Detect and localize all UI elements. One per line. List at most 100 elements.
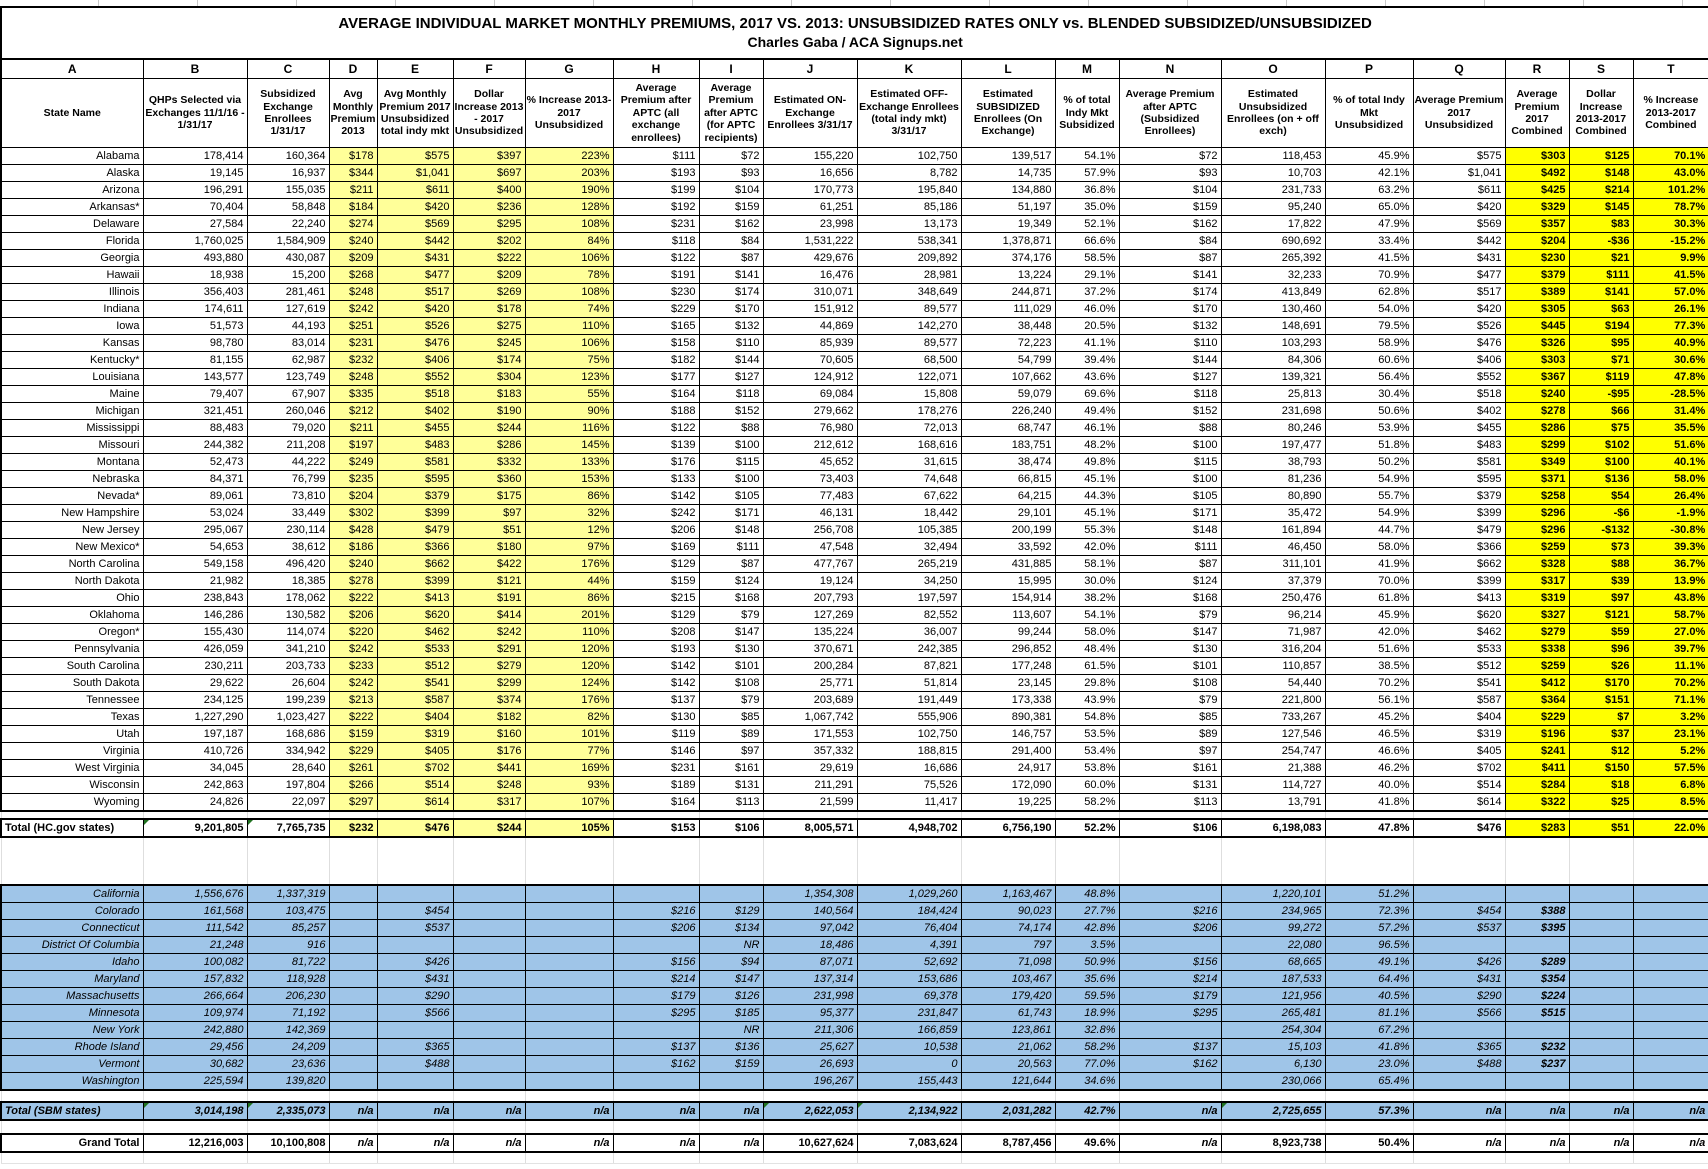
- state-name-cell[interactable]: Kentucky*: [0, 351, 144, 369]
- data-cell-C[interactable]: 123,749: [246, 368, 330, 386]
- data-cell-H[interactable]: $158: [612, 334, 700, 352]
- data-cell-T[interactable]: 58.0%: [1632, 470, 1708, 488]
- data-cell-M[interactable]: 42.0%: [1054, 538, 1120, 556]
- column-letter-F[interactable]: F: [452, 58, 526, 79]
- data-cell-L[interactable]: 14,735: [960, 164, 1056, 182]
- data-cell-O[interactable]: 110,857: [1220, 657, 1326, 675]
- state-name-cell[interactable]: Minnesota: [0, 1004, 144, 1022]
- data-cell-K[interactable]: 18,442: [856, 504, 962, 522]
- data-cell-K[interactable]: 153,686: [856, 970, 962, 988]
- data-cell-O[interactable]: 10,703: [1220, 164, 1326, 182]
- data-cell-E[interactable]: $399: [376, 572, 454, 590]
- data-cell-L[interactable]: 103,467: [960, 970, 1056, 988]
- data-cell-M[interactable]: 61.5%: [1054, 657, 1120, 675]
- data-cell-B[interactable]: 242,863: [142, 776, 248, 794]
- data-cell-P[interactable]: 42.1%: [1324, 164, 1414, 182]
- data-cell-J[interactable]: 95,377: [762, 1004, 858, 1022]
- data-cell-F[interactable]: [452, 987, 526, 1005]
- data-cell-K[interactable]: 28,981: [856, 266, 962, 284]
- data-cell-F[interactable]: [452, 936, 526, 954]
- data-cell-M[interactable]: 20.5%: [1054, 317, 1120, 335]
- state-name-cell[interactable]: Arizona: [0, 181, 144, 199]
- data-cell-S[interactable]: $170: [1568, 674, 1634, 692]
- data-cell-B[interactable]: 79,407: [142, 385, 248, 403]
- data-cell-O[interactable]: 95,240: [1220, 198, 1326, 216]
- data-cell-N[interactable]: $115: [1118, 453, 1222, 471]
- state-name-cell[interactable]: Tennessee: [0, 691, 144, 709]
- data-cell-I[interactable]: n/a: [698, 1133, 764, 1153]
- data-cell-P[interactable]: 70.0%: [1324, 572, 1414, 590]
- state-name-cell[interactable]: Ohio: [0, 589, 144, 607]
- data-cell-B[interactable]: 143,577: [142, 368, 248, 386]
- data-cell-D[interactable]: $204: [328, 487, 378, 505]
- data-cell-E[interactable]: $552: [376, 368, 454, 386]
- data-cell-F[interactable]: $397: [452, 147, 526, 165]
- data-cell-L[interactable]: 90,023: [960, 902, 1056, 920]
- data-cell-K[interactable]: 75,526: [856, 776, 962, 794]
- data-cell-O[interactable]: 311,101: [1220, 555, 1326, 573]
- data-cell-S[interactable]: $83: [1568, 215, 1634, 233]
- data-cell-L[interactable]: 107,662: [960, 368, 1056, 386]
- data-cell-Q[interactable]: $366: [1412, 538, 1506, 556]
- data-cell-T[interactable]: 78.7%: [1632, 198, 1708, 216]
- data-cell-H[interactable]: n/a: [612, 1101, 700, 1121]
- data-cell-F[interactable]: $178: [452, 300, 526, 318]
- data-cell-M[interactable]: 53.4%: [1054, 742, 1120, 760]
- data-cell-J[interactable]: 47,548: [762, 538, 858, 556]
- data-cell-D[interactable]: $211: [328, 181, 378, 199]
- data-cell-D[interactable]: $232: [328, 351, 378, 369]
- data-cell-J[interactable]: 207,793: [762, 589, 858, 607]
- data-cell-E[interactable]: $611: [376, 181, 454, 199]
- data-cell-F[interactable]: $180: [452, 538, 526, 556]
- data-cell-D[interactable]: $235: [328, 470, 378, 488]
- data-cell-P[interactable]: 45.9%: [1324, 147, 1414, 165]
- data-cell-J[interactable]: 151,912: [762, 300, 858, 318]
- data-cell-N[interactable]: $127: [1118, 368, 1222, 386]
- data-cell-N[interactable]: $171: [1118, 504, 1222, 522]
- data-cell-P[interactable]: 54.9%: [1324, 470, 1414, 488]
- data-cell-N[interactable]: $214: [1118, 970, 1222, 988]
- data-cell-B[interactable]: 155,430: [142, 623, 248, 641]
- data-cell-R[interactable]: $278: [1504, 402, 1570, 420]
- data-cell-R[interactable]: $229: [1504, 708, 1570, 726]
- state-name-cell[interactable]: Utah: [0, 725, 144, 743]
- data-cell-Q[interactable]: $620: [1412, 606, 1506, 624]
- data-cell-K[interactable]: 184,424: [856, 902, 962, 920]
- data-cell-O[interactable]: 733,267: [1220, 708, 1326, 726]
- data-cell-N[interactable]: $97: [1118, 742, 1222, 760]
- data-cell-S[interactable]: [1568, 919, 1634, 937]
- data-cell-R[interactable]: $327: [1504, 606, 1570, 624]
- data-cell-Q[interactable]: $595: [1412, 470, 1506, 488]
- data-cell-O[interactable]: 231,698: [1220, 402, 1326, 420]
- column-header-O[interactable]: Estimated Unsubsidized Enrollees (on + o…: [1220, 78, 1326, 148]
- data-cell-Q[interactable]: $399: [1412, 504, 1506, 522]
- data-cell-O[interactable]: 265,481: [1220, 1004, 1326, 1022]
- data-cell-R[interactable]: [1504, 1021, 1570, 1039]
- data-cell-M[interactable]: 54.1%: [1054, 147, 1120, 165]
- data-cell-G[interactable]: 116%: [524, 419, 614, 437]
- state-name-cell[interactable]: South Carolina: [0, 657, 144, 675]
- data-cell-R[interactable]: $303: [1504, 351, 1570, 369]
- data-cell-L[interactable]: 15,995: [960, 572, 1056, 590]
- data-cell-M[interactable]: 52.2%: [1054, 818, 1120, 838]
- column-header-Q[interactable]: Average Premium 2017 Unsubsidized: [1412, 78, 1506, 148]
- data-cell-Q[interactable]: $479: [1412, 521, 1506, 539]
- data-cell-I[interactable]: $79: [698, 606, 764, 624]
- data-cell-J[interactable]: 77,483: [762, 487, 858, 505]
- data-cell-L[interactable]: 33,592: [960, 538, 1056, 556]
- data-cell-R[interactable]: n/a: [1504, 1133, 1570, 1153]
- data-cell-Q[interactable]: $426: [1412, 953, 1506, 971]
- data-cell-I[interactable]: $79: [698, 691, 764, 709]
- data-cell-P[interactable]: 58.9%: [1324, 334, 1414, 352]
- data-cell-J[interactable]: 310,071: [762, 283, 858, 301]
- data-cell-F[interactable]: $222: [452, 249, 526, 267]
- data-cell-H[interactable]: $242: [612, 504, 700, 522]
- data-cell-H[interactable]: $188: [612, 402, 700, 420]
- data-cell-L[interactable]: 291,400: [960, 742, 1056, 760]
- data-cell-P[interactable]: 40.5%: [1324, 987, 1414, 1005]
- data-cell-R[interactable]: $224: [1504, 987, 1570, 1005]
- data-cell-N[interactable]: [1118, 1072, 1222, 1091]
- data-cell-H[interactable]: $206: [612, 521, 700, 539]
- data-cell-F[interactable]: $209: [452, 266, 526, 284]
- data-cell-K[interactable]: 85,186: [856, 198, 962, 216]
